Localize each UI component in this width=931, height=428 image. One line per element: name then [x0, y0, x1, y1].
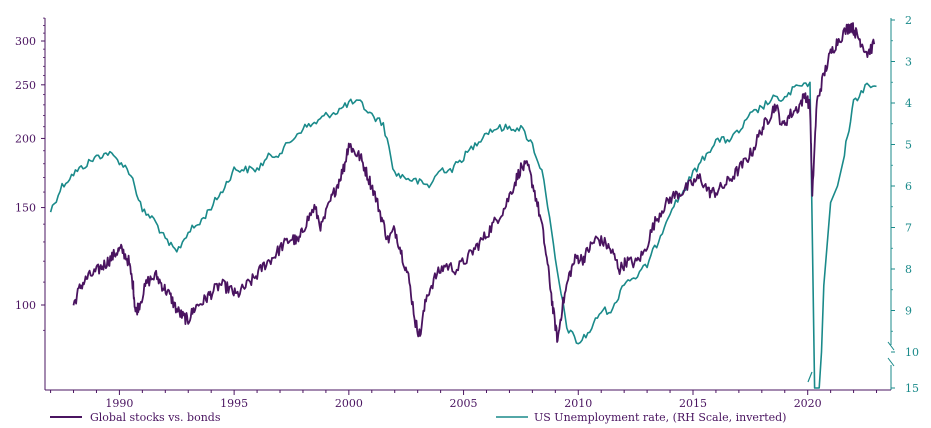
left-tick-label: 250 [15, 79, 36, 92]
legend: Global stocks vs. bonds US Unemployment … [50, 411, 786, 424]
right-tick-label: 6 [905, 180, 912, 193]
legend-label-unemployment: US Unemployment rate, (RH Scale, inverte… [534, 411, 786, 424]
right-tick-label: 4 [905, 97, 912, 110]
right-tick-label: 8 [905, 263, 912, 276]
series-line-unemployment [49, 81, 877, 389]
right-tick-label: 15 [905, 382, 919, 395]
x-tick-label: 2010 [564, 397, 592, 410]
right-axis: 2 3 4 5 6 7 8 9 10 15 [887, 14, 919, 395]
x-tick-label: 2015 [679, 397, 707, 410]
right-tick-label: 7 [905, 222, 912, 235]
unemployment-break-marker [807, 371, 813, 383]
right-tick-label: 10 [905, 346, 919, 359]
left-tick-label: 200 [15, 132, 36, 145]
right-tick-label: 2 [905, 14, 912, 27]
left-tick-label: 300 [15, 35, 36, 48]
x-axis: 1990 1995 2000 2005 2010 2015 2020 [45, 389, 891, 410]
right-tick-label: 9 [905, 305, 912, 318]
x-tick-label: 1990 [105, 397, 133, 410]
left-axis: 100 150 200 250 300 [15, 17, 46, 390]
left-tick-label: 150 [15, 202, 36, 215]
right-tick-label: 5 [905, 139, 912, 152]
x-tick-label: 1995 [220, 397, 248, 410]
series-line-stocks-bonds [72, 22, 876, 343]
legend-label-stocks-bonds: Global stocks vs. bonds [90, 411, 221, 424]
left-tick-label: 100 [15, 299, 36, 312]
right-tick-label: 3 [905, 56, 912, 69]
x-tick-label: 2005 [450, 397, 478, 410]
right-axis-break [887, 341, 895, 367]
series-lines [49, 22, 877, 389]
x-tick-label: 2000 [335, 397, 363, 410]
x-tick-label: 2020 [794, 397, 822, 410]
